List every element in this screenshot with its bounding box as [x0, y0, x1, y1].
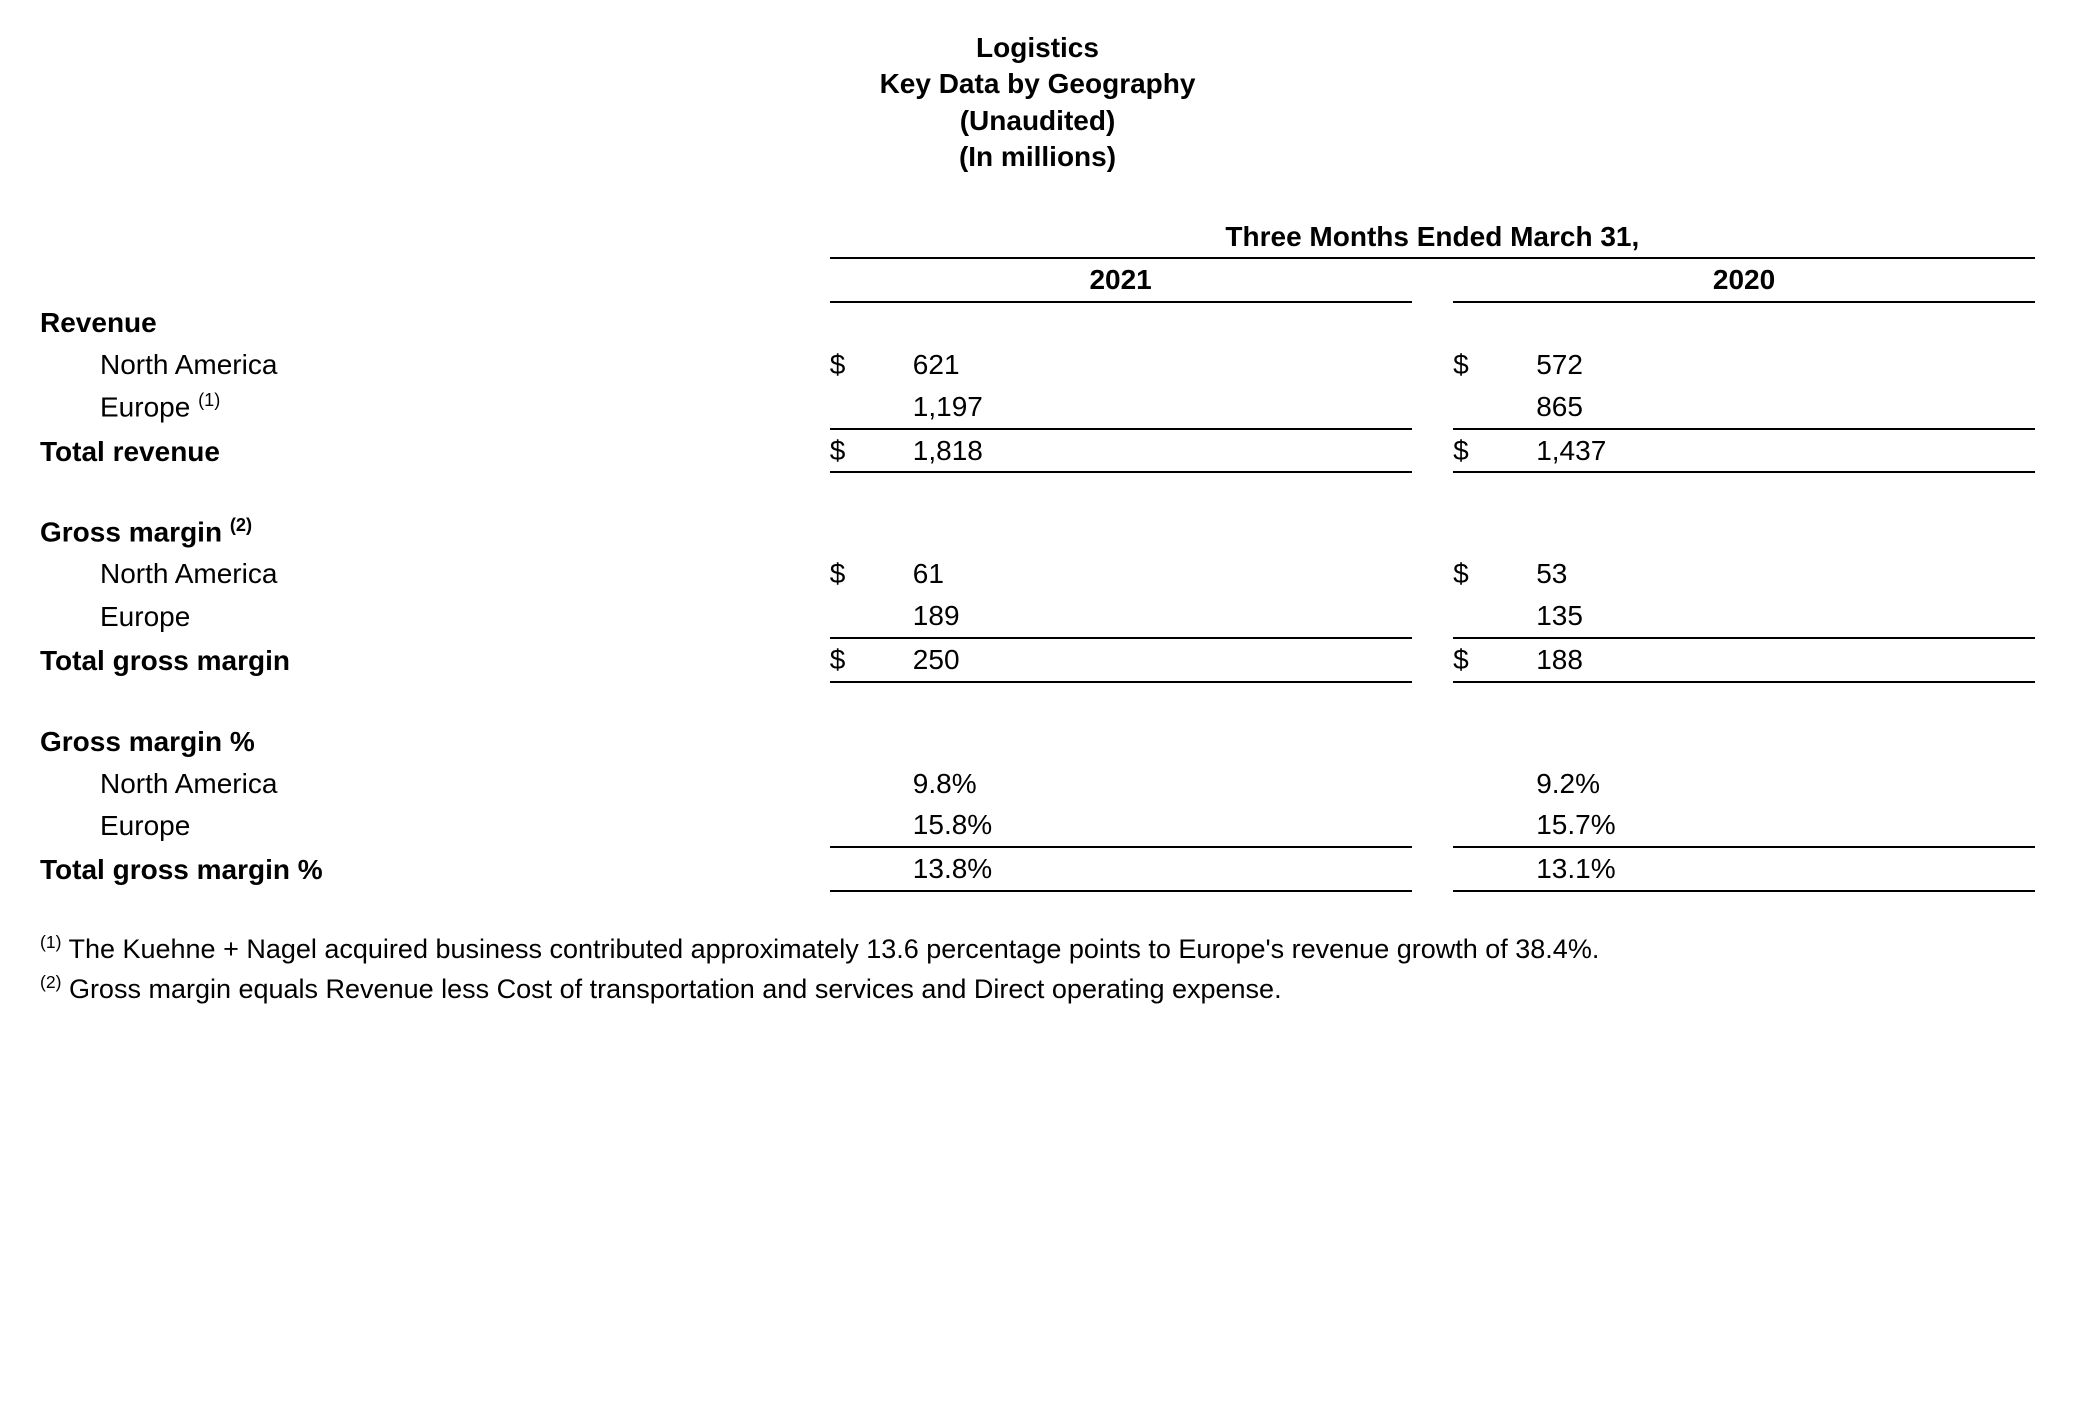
cell-value: 9.2% — [1536, 763, 2035, 805]
footnote-ref: (1) — [198, 390, 220, 410]
currency-symbol: $ — [830, 429, 913, 473]
footnote-marker: (1) — [40, 932, 61, 952]
total-label: Total gross margin % — [40, 847, 830, 891]
gross-margin-heading: Gross margin (2) — [40, 511, 830, 553]
revenue-heading-row: Revenue — [40, 302, 2035, 344]
footnote-ref: (2) — [230, 515, 252, 535]
footnote-text: The Kuehne + Nagel acquired business con… — [61, 934, 1599, 964]
cell-value: 188 — [1536, 638, 2035, 682]
title-block: Logistics Key Data by Geography (Unaudit… — [40, 30, 2035, 176]
row-label: Europe — [40, 595, 830, 638]
currency-symbol: $ — [1453, 429, 1536, 473]
cell-value: 621 — [913, 344, 1412, 386]
total-row: Total revenue $ 1,818 $ 1,437 — [40, 429, 2035, 473]
total-row: Total gross margin % 13.8% 13.1% — [40, 847, 2035, 891]
total-label: Total gross margin — [40, 638, 830, 682]
gross-margin-heading-row: Gross margin (2) — [40, 511, 2035, 553]
cell-value: 250 — [913, 638, 1412, 682]
row-label: North America — [40, 763, 830, 805]
footnote-text: Gross margin equals Revenue less Cost of… — [61, 974, 1281, 1004]
title-line-1: Logistics — [40, 30, 2035, 66]
title-line-3: (Unaudited) — [40, 103, 2035, 139]
currency-symbol: $ — [830, 344, 913, 386]
cell-value: 15.7% — [1536, 804, 2035, 847]
financial-table: Three Months Ended March 31, 2021 2020 R… — [40, 216, 2035, 896]
footnotes: (1) The Kuehne + Nagel acquired business… — [40, 931, 2035, 1008]
currency-symbol: $ — [1453, 553, 1536, 595]
year-col-1: 2021 — [830, 258, 1412, 302]
currency-symbol: $ — [830, 638, 913, 682]
currency-symbol: $ — [1453, 638, 1536, 682]
cell-value: 61 — [913, 553, 1412, 595]
heading-text: Gross margin — [40, 517, 222, 548]
row-label: North America — [40, 553, 830, 595]
footnote-2: (2) Gross margin equals Revenue less Cos… — [40, 971, 2035, 1007]
double-rule — [40, 891, 2035, 896]
total-row: Total gross margin $ 250 $ 188 — [40, 638, 2035, 682]
row-label-text: Europe — [100, 392, 190, 423]
cell-value: 865 — [1536, 386, 2035, 429]
cell-value: 189 — [913, 595, 1412, 638]
cell-value: 572 — [1536, 344, 2035, 386]
period-header: Three Months Ended March 31, — [830, 216, 2035, 259]
table-row: North America $ 621 $ 572 — [40, 344, 2035, 386]
table-row: North America $ 61 $ 53 — [40, 553, 2035, 595]
gross-margin-pct-heading-row: Gross margin % — [40, 721, 2035, 763]
table-row: Europe (1) 1,197 865 — [40, 386, 2035, 429]
footnote-marker: (2) — [40, 972, 61, 992]
revenue-heading: Revenue — [40, 302, 830, 344]
cell-value: 9.8% — [913, 763, 1412, 805]
gross-margin-pct-heading: Gross margin % — [40, 721, 830, 763]
row-label: Europe (1) — [40, 386, 830, 429]
table-row: Europe 189 135 — [40, 595, 2035, 638]
header-row-span: Three Months Ended March 31, — [40, 216, 2035, 259]
financial-table-page: Logistics Key Data by Geography (Unaudit… — [40, 30, 2035, 1008]
footnote-1: (1) The Kuehne + Nagel acquired business… — [40, 931, 2035, 967]
currency-symbol: $ — [830, 553, 913, 595]
table-row: North America 9.8% 9.2% — [40, 763, 2035, 805]
cell-value: 15.8% — [913, 804, 1412, 847]
title-line-4: (In millions) — [40, 139, 2035, 175]
cell-value: 53 — [1536, 553, 2035, 595]
row-label: Europe — [40, 804, 830, 847]
currency-symbol: $ — [1453, 344, 1536, 386]
cell-value: 135 — [1536, 595, 2035, 638]
year-col-2: 2020 — [1453, 258, 2035, 302]
title-line-2: Key Data by Geography — [40, 66, 2035, 102]
cell-value: 1,818 — [913, 429, 1412, 473]
cell-value: 13.8% — [913, 847, 1412, 891]
table-row: Europe 15.8% 15.7% — [40, 804, 2035, 847]
cell-value: 1,197 — [913, 386, 1412, 429]
header-row-years: 2021 2020 — [40, 258, 2035, 302]
row-label: North America — [40, 344, 830, 386]
cell-value: 1,437 — [1536, 429, 2035, 473]
total-label: Total revenue — [40, 429, 830, 473]
cell-value: 13.1% — [1536, 847, 2035, 891]
